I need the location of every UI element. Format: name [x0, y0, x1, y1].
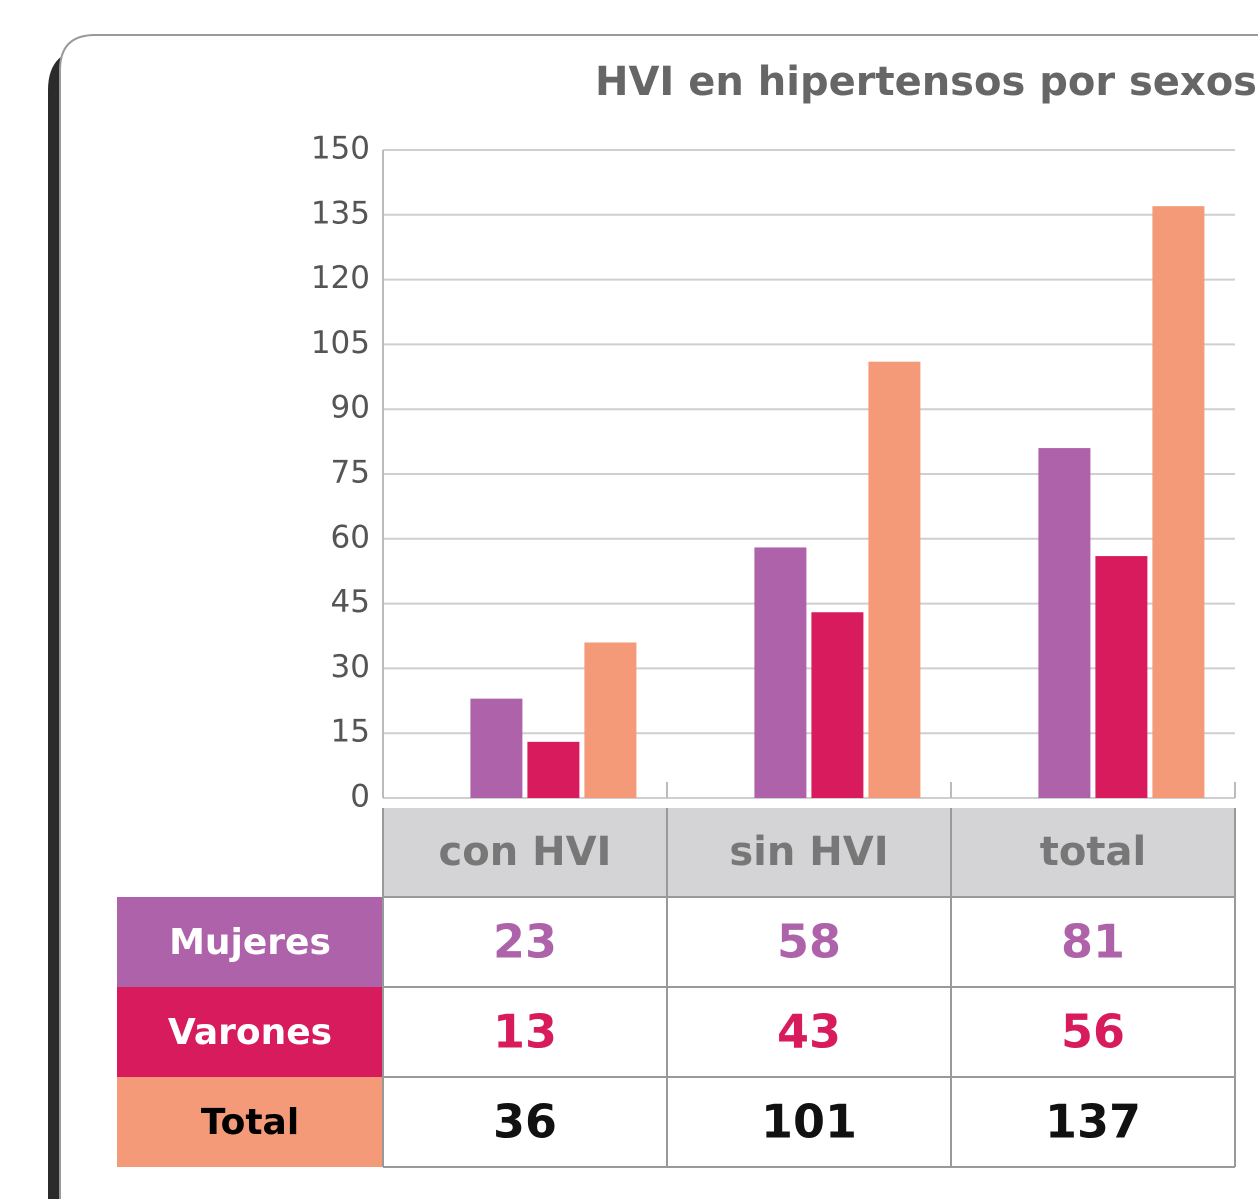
bar	[1038, 448, 1091, 798]
y-tick-label: 120	[311, 260, 370, 296]
bar	[1152, 206, 1205, 798]
cell-value: 43	[777, 1005, 841, 1059]
row-header: Varones	[168, 1012, 332, 1053]
y-tick-label: 90	[331, 390, 370, 426]
cell-value: 81	[1061, 915, 1125, 969]
column-header: sin HVI	[729, 829, 888, 875]
bar	[527, 741, 580, 798]
cell-value: 101	[761, 1095, 857, 1149]
column-header: total	[1040, 829, 1146, 875]
y-tick-label: 45	[331, 584, 370, 620]
row-header-bg	[117, 987, 383, 1077]
row-header: Mujeres	[169, 922, 331, 963]
chart-title: HVI en hipertensos por sexos	[595, 59, 1257, 105]
bar	[754, 547, 807, 798]
y-tick-label: 135	[311, 195, 370, 231]
bar	[868, 361, 921, 798]
cell-value: 36	[493, 1095, 557, 1149]
row-header-bg	[117, 1077, 383, 1167]
column-header: con HVI	[439, 829, 612, 875]
row-header: Total	[201, 1102, 299, 1143]
row-header-bg	[117, 897, 383, 987]
cell-value: 13	[493, 1005, 557, 1059]
bar	[811, 612, 864, 798]
cell-value: 58	[777, 915, 841, 969]
table-header-bg	[383, 808, 1235, 897]
cell-value: 56	[1061, 1005, 1125, 1059]
y-tick-label: 60	[331, 519, 370, 555]
y-tick-label: 105	[311, 325, 370, 361]
y-tick-label: 0	[350, 779, 370, 815]
cell-value: 23	[493, 915, 557, 969]
y-tick-label: 75	[331, 455, 370, 491]
bar	[470, 698, 523, 798]
cell-value: 137	[1045, 1095, 1141, 1149]
bar	[1095, 556, 1148, 798]
y-tick-label: 15	[331, 714, 370, 750]
y-tick-label: 150	[311, 131, 370, 167]
bar	[584, 642, 637, 798]
y-tick-label: 30	[331, 649, 370, 685]
